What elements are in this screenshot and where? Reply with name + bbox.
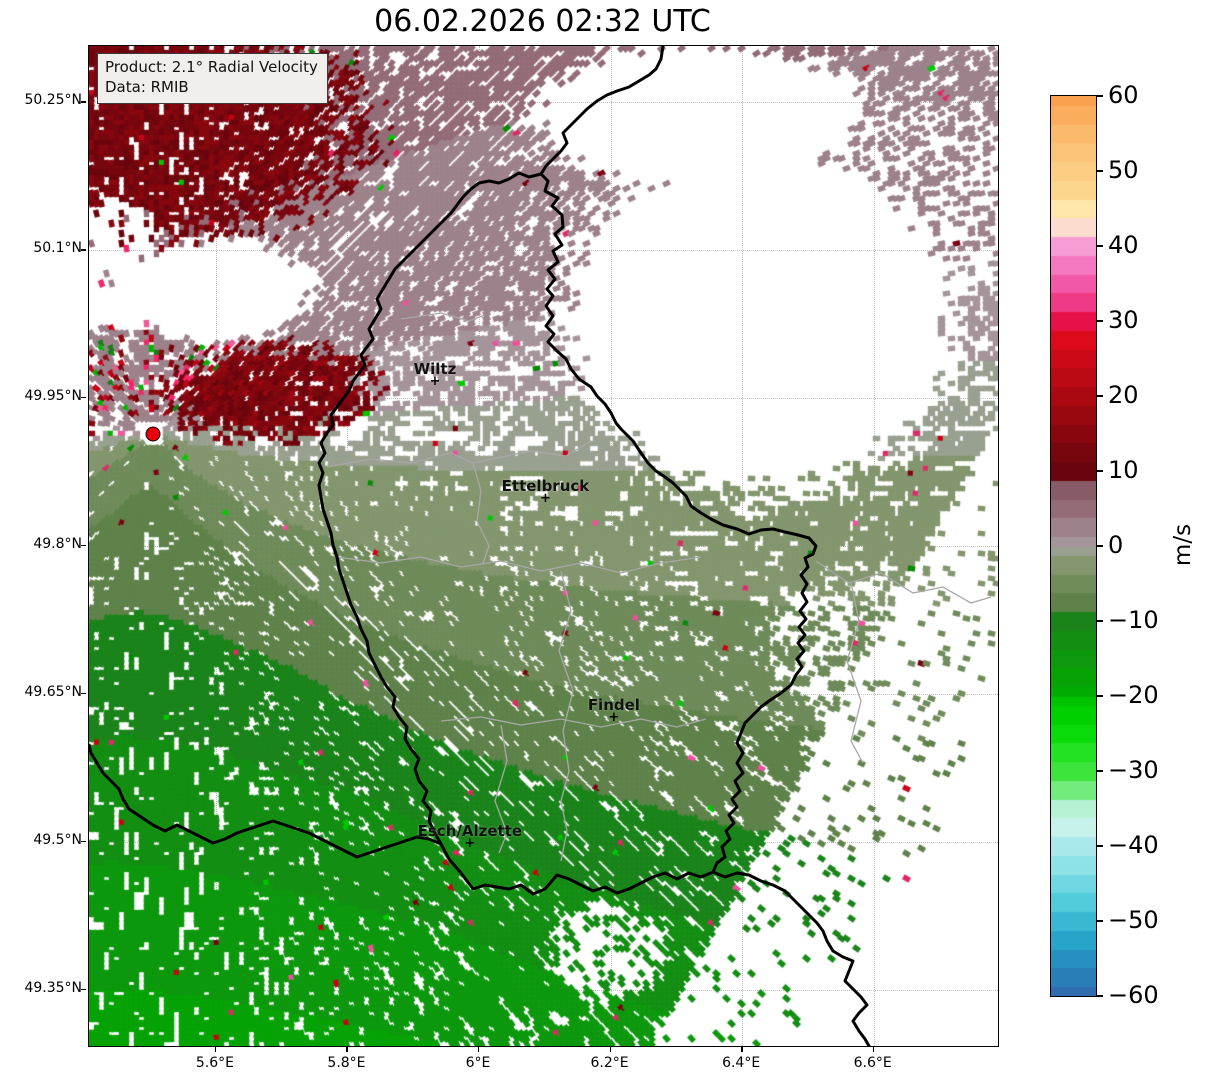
district-border-path <box>494 724 508 854</box>
district-border-path <box>472 462 490 564</box>
colorbar-tick-mark <box>1096 770 1103 772</box>
velocity-colorbar <box>1050 95 1097 997</box>
colorbar-tick-label: 40 <box>1108 231 1139 259</box>
y-tick-mark <box>81 545 86 547</box>
colorbar-tick-label: 10 <box>1108 456 1139 484</box>
district-border-path <box>440 716 707 728</box>
colorbar-tick-label: −50 <box>1108 906 1159 934</box>
colorbar-tick-label: 50 <box>1108 156 1139 184</box>
x-tick-label: 6.2°E <box>590 1055 629 1071</box>
x-tick-mark <box>478 1047 480 1052</box>
colorbar-tick-label: −30 <box>1108 756 1159 784</box>
city-cross-icon: + <box>464 835 476 851</box>
colorbar-tick-mark <box>1096 170 1103 172</box>
colorbar-tick-mark <box>1096 620 1103 622</box>
y-tick-mark <box>81 249 86 251</box>
city-marker-findel: Findel + <box>587 695 640 725</box>
colorbar-tick-mark <box>1096 995 1103 997</box>
country-border-path <box>317 171 818 896</box>
x-tick-label: 5.6°E <box>195 1055 234 1071</box>
colorbar-tick-label: 20 <box>1108 381 1139 409</box>
page-title: 06.02.2026 02:32 UTC <box>374 4 711 39</box>
radial-velocity-raster <box>89 46 998 1046</box>
city-label: Findel <box>587 695 640 714</box>
map-plot-area: Wiltz + Ettelbruck + Findel + Esch/Alzette + Pr… <box>88 45 999 1047</box>
colorbar-unit-label: m/s <box>1170 523 1196 567</box>
city-cross-icon: + <box>540 490 551 506</box>
y-tick-mark <box>81 101 86 103</box>
y-tick-label: 49.95°N <box>24 388 82 405</box>
city-marker-ettelbruck: Ettelbruck + <box>501 476 590 506</box>
colorbar-tick-mark <box>1096 545 1103 547</box>
city-marker-esch-alzette: Esch/Alzette + <box>417 821 523 851</box>
country-border-path <box>539 46 665 176</box>
country-borders <box>89 46 871 1046</box>
district-border-path <box>558 570 574 862</box>
country-border-path <box>711 870 871 1046</box>
district-border-path <box>846 582 864 764</box>
y-tick-mark <box>81 988 86 991</box>
colorbar-tick-mark <box>1096 245 1103 247</box>
y-tick-label: 50.1°N <box>33 240 82 257</box>
city-cross-icon: + <box>608 709 620 725</box>
product-info-box: Product: 2.1° Radial Velocity Data: RMIB <box>97 53 328 104</box>
district-border-path <box>815 560 992 604</box>
district-border-path <box>400 312 486 322</box>
district-border-path <box>326 440 592 468</box>
x-tick-label: 6°E <box>465 1055 491 1071</box>
y-tick-label: 49.5°N <box>33 831 82 848</box>
x-tick-label: 5.8°E <box>327 1055 366 1071</box>
colorbar-tick-label: 30 <box>1108 306 1139 334</box>
colorbar-tick-label: −40 <box>1108 831 1159 859</box>
x-tick-mark <box>872 1047 875 1052</box>
y-tick-label: 49.8°N <box>33 536 82 552</box>
city-label: Esch/Alzette <box>417 821 523 840</box>
colorbar-tick-mark <box>1096 920 1103 922</box>
district-borders <box>326 312 992 862</box>
country-border-path <box>89 743 443 859</box>
colorbar-tick-label: 60 <box>1108 81 1139 109</box>
y-tick-label: 49.65°N <box>24 683 82 700</box>
x-tick-mark <box>214 1047 217 1052</box>
y-tick-mark <box>81 840 86 843</box>
data-source-label: Data: RMIB <box>105 78 189 97</box>
colorbar-tick-mark <box>1096 95 1103 97</box>
y-tick-mark <box>81 692 86 695</box>
colorbar-tick-mark <box>1096 320 1103 322</box>
colorbar-tick-label: −60 <box>1108 981 1159 1009</box>
colorbar-tick-label: −10 <box>1108 606 1159 634</box>
y-tick-label: 49.35°N <box>24 979 82 996</box>
y-tick-label: 50.25°N <box>24 92 82 109</box>
x-tick-label: 6.6°E <box>853 1055 892 1071</box>
radar-site-marker <box>145 426 161 442</box>
city-cross-icon: + <box>429 374 441 390</box>
colorbar-tick-mark <box>1096 470 1103 472</box>
city-marker-wiltz: Wiltz + <box>413 360 457 390</box>
colorbar-tick-mark <box>1096 695 1103 697</box>
borders-overlay <box>89 46 992 1046</box>
product-label: Product: 2.1° Radial Velocity <box>105 58 318 76</box>
x-tick-mark <box>346 1047 348 1052</box>
district-border-path <box>336 556 702 574</box>
x-tick-mark <box>741 1047 743 1052</box>
city-label: Ettelbruck <box>501 476 590 495</box>
colorbar-tick-mark <box>1096 845 1103 847</box>
x-tick-label: 6.4°E <box>722 1055 761 1071</box>
city-label: Wiltz <box>413 360 457 379</box>
colorbar-tick-label: −20 <box>1108 681 1159 709</box>
colorbar-tick-mark <box>1096 395 1103 397</box>
x-tick-mark <box>609 1047 611 1052</box>
colorbar-tick-label: 0 <box>1108 531 1124 559</box>
y-tick-mark <box>81 397 86 399</box>
